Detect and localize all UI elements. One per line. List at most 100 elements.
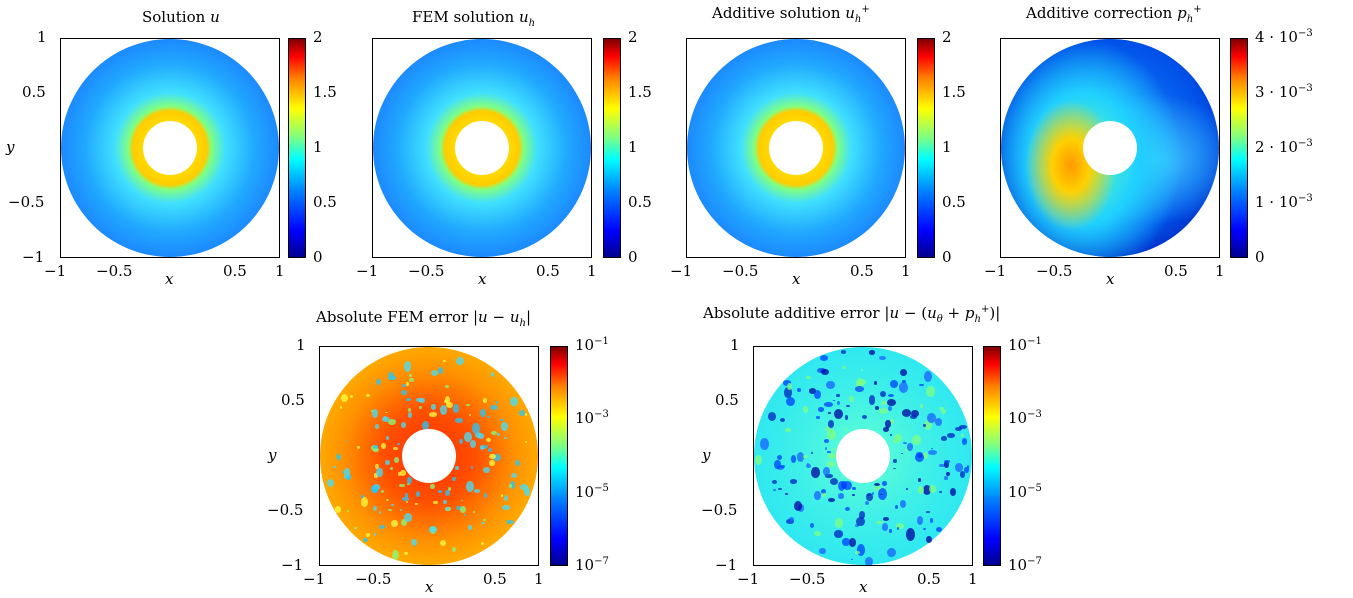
chart-title: Absolute additive error |u − (uθ + ph+)| <box>703 304 1001 325</box>
error-speckle <box>854 524 860 528</box>
error-speckle <box>901 409 911 417</box>
error-speckle <box>419 406 422 410</box>
error-speckle <box>802 454 808 458</box>
error-speckle <box>946 432 955 439</box>
error-speckle <box>500 418 505 422</box>
error-speckle <box>782 379 791 386</box>
error-speckle <box>456 357 464 366</box>
error-speckle <box>497 432 500 436</box>
error-speckle <box>508 484 512 489</box>
error-speckle <box>501 505 510 510</box>
error-speckle <box>834 518 844 529</box>
error-speckle <box>840 349 847 354</box>
error-speckle <box>879 408 888 415</box>
error-speckle <box>408 412 413 419</box>
error-speckle <box>404 551 408 556</box>
error-speckle <box>468 413 471 417</box>
error-speckle <box>391 520 399 527</box>
error-speckle <box>964 466 969 474</box>
error-speckle <box>401 422 407 428</box>
error-speckle <box>856 543 866 556</box>
error-speckle <box>925 535 933 544</box>
error-speckle <box>828 452 837 459</box>
chart-title: Additive solution uh+ <box>712 4 870 25</box>
error-speckle <box>796 452 804 462</box>
plot-area <box>60 38 280 258</box>
error-speckle <box>852 493 856 496</box>
error-speckle <box>375 468 384 477</box>
error-speckle <box>883 427 890 432</box>
error-speckle <box>389 466 393 471</box>
error-speckle <box>455 466 459 471</box>
error-speckle <box>860 369 863 372</box>
error-speckle <box>832 447 835 451</box>
error-speckle <box>524 440 527 443</box>
colorbar-tick: 2 · 10−3 <box>1255 138 1313 156</box>
error-speckle <box>946 471 950 476</box>
error-speckle <box>879 355 886 361</box>
error-speckle <box>380 490 385 493</box>
error-speckle <box>519 410 525 416</box>
error-speckle <box>824 427 830 431</box>
error-speckle <box>360 494 364 498</box>
error-speckle <box>455 417 463 424</box>
error-speckle <box>852 486 856 491</box>
error-speckle <box>828 411 831 415</box>
colorbar-tick: 2 <box>628 28 638 46</box>
error-speckle <box>868 395 876 405</box>
error-speckle <box>889 434 892 436</box>
error-speckle <box>811 466 820 479</box>
error-speckle <box>833 408 843 419</box>
error-speckle <box>406 381 410 386</box>
error-speckle <box>771 480 777 485</box>
error-speckle <box>402 496 409 501</box>
error-speckle <box>405 397 411 402</box>
colorbar-tick: 0 <box>1255 248 1265 266</box>
error-speckle <box>836 400 841 405</box>
error-speckle <box>889 379 899 388</box>
error-speckle <box>354 527 358 530</box>
error-speckle <box>480 542 484 546</box>
error-speckle <box>828 498 835 502</box>
error-speckle <box>788 516 794 522</box>
error-speckle <box>400 390 407 395</box>
error-speckle <box>471 422 480 434</box>
error-speckle <box>363 537 369 542</box>
error-speckle <box>415 491 420 497</box>
error-speckle <box>392 446 399 451</box>
error-speckle <box>439 405 447 415</box>
error-speckle <box>510 397 518 406</box>
y-tick: −1 <box>715 556 738 574</box>
colorbar-tick: 4 · 10−3 <box>1255 28 1313 46</box>
error-speckle <box>399 484 405 488</box>
error-speckle <box>374 532 377 537</box>
error-speckle <box>432 500 438 504</box>
colorbar <box>1230 38 1248 258</box>
error-speckle <box>856 517 866 526</box>
error-speckle <box>912 434 921 446</box>
error-speckle <box>922 451 928 459</box>
error-speckle <box>918 486 925 495</box>
error-speckle <box>391 504 394 507</box>
colorbar-tick: 3 · 10−3 <box>1255 83 1313 101</box>
error-speckle <box>509 481 516 489</box>
error-speckle <box>466 403 471 407</box>
annulus-hole <box>402 429 456 483</box>
error-speckle <box>754 455 763 465</box>
annulus-hole <box>769 121 823 175</box>
colorbar <box>917 38 935 258</box>
error-speckle <box>820 355 829 362</box>
annulus-hole <box>836 429 890 483</box>
error-speckle <box>864 500 869 505</box>
colorbar-tick: 0 <box>313 248 323 266</box>
error-speckle <box>827 429 837 440</box>
error-speckle <box>429 526 438 533</box>
error-speckle <box>774 460 782 470</box>
error-speckle <box>372 506 377 512</box>
error-speckle <box>802 406 809 413</box>
error-speckle <box>809 387 817 394</box>
error-speckle <box>960 434 965 437</box>
error-speckle <box>335 453 341 460</box>
error-speckle <box>842 538 850 546</box>
error-speckle <box>402 384 406 387</box>
